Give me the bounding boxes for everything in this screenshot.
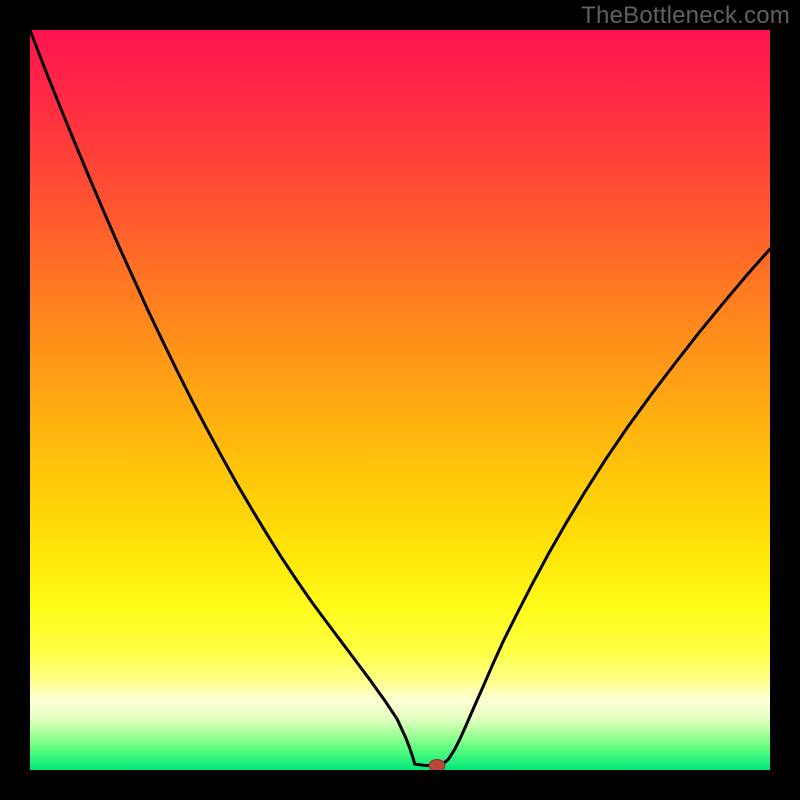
valley-marker (429, 760, 445, 770)
bottleneck-chart (30, 30, 770, 770)
chart-background (30, 30, 770, 770)
chart-frame: TheBottleneck.com (0, 0, 800, 800)
watermark-text: TheBottleneck.com (581, 2, 790, 30)
plot-area (30, 30, 770, 770)
